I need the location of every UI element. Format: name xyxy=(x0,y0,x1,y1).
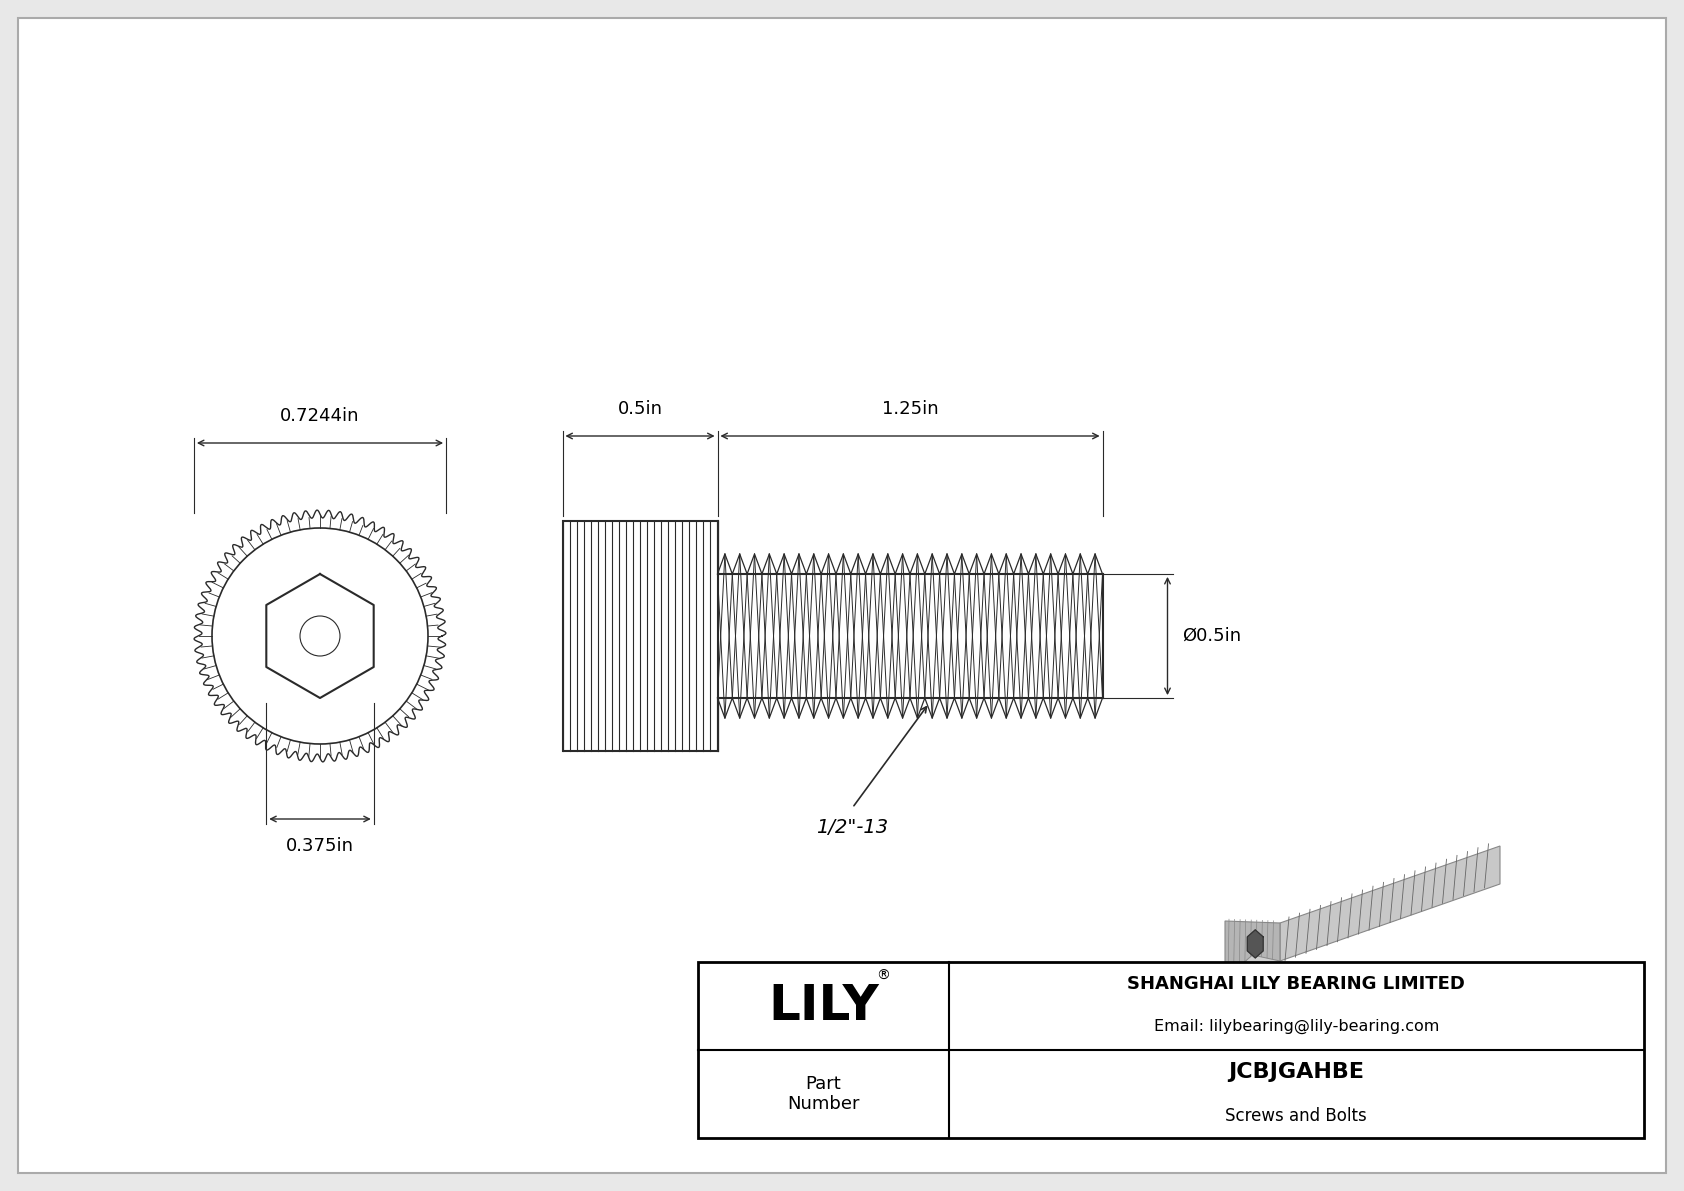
Text: 0.5in: 0.5in xyxy=(618,400,662,418)
Text: ®: ® xyxy=(876,969,891,983)
Text: 0.375in: 0.375in xyxy=(286,837,354,855)
Bar xyxy=(562,520,717,752)
Text: Part
Number: Part Number xyxy=(786,1074,859,1114)
Polygon shape xyxy=(1280,846,1500,961)
Text: 0.7244in: 0.7244in xyxy=(280,407,360,425)
Text: Email: lilybearing@lily-bearing.com: Email: lilybearing@lily-bearing.com xyxy=(1154,1018,1440,1034)
Bar xyxy=(697,962,1644,1137)
Polygon shape xyxy=(1224,921,1280,979)
Circle shape xyxy=(212,528,428,744)
Text: JCBJGAHBE: JCBJGAHBE xyxy=(1228,1062,1364,1081)
Text: SHANGHAI LILY BEARING LIMITED: SHANGHAI LILY BEARING LIMITED xyxy=(1127,975,1465,993)
Polygon shape xyxy=(266,574,374,698)
Bar xyxy=(717,574,1103,698)
Text: Screws and Bolts: Screws and Bolts xyxy=(1226,1106,1367,1125)
Polygon shape xyxy=(1248,930,1263,958)
Polygon shape xyxy=(1224,955,1280,986)
Text: Ø0.5in: Ø0.5in xyxy=(1182,626,1241,646)
Text: 1/2"-13: 1/2"-13 xyxy=(817,818,889,837)
Text: 1.25in: 1.25in xyxy=(882,400,938,418)
Circle shape xyxy=(300,616,340,656)
Text: LILY: LILY xyxy=(768,983,879,1030)
